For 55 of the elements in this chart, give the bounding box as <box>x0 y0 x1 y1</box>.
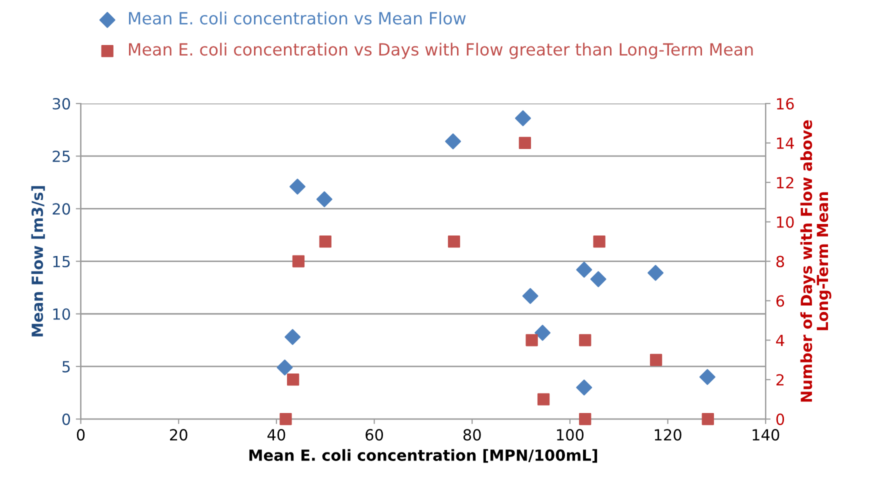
x-tick-label: 60 <box>366 429 383 441</box>
point <box>448 235 460 248</box>
legend-label: Mean E. coli concentration vs Mean Flow <box>128 12 466 25</box>
point <box>650 354 662 366</box>
point <box>526 334 538 346</box>
point <box>590 271 606 288</box>
point <box>284 329 301 345</box>
y2-tick-label: 12 <box>777 176 794 188</box>
point <box>576 262 592 278</box>
point <box>280 412 292 426</box>
point <box>287 374 300 386</box>
point <box>290 178 306 195</box>
point <box>319 235 332 248</box>
y2-tick-label: 2 <box>776 374 784 386</box>
y-tick-label: 5 <box>62 361 70 372</box>
y2-tick-label: 4 <box>776 334 784 346</box>
y-tick-label: 25 <box>52 150 70 162</box>
point <box>534 324 551 341</box>
x-tick-label: 40 <box>267 429 286 441</box>
point <box>579 334 592 346</box>
legend-label: Mean E. coli concentration vs Days with Flow greater than Long-Term Mean <box>128 42 753 59</box>
point <box>522 288 538 304</box>
y2-tick-label: 0 <box>776 414 784 426</box>
point <box>292 255 305 268</box>
x-tick-label: 120 <box>654 429 682 441</box>
y-tick-label: 0 <box>62 414 70 426</box>
point <box>648 264 664 281</box>
point <box>518 136 532 150</box>
y-tick-label: 20 <box>52 203 70 215</box>
x-tick-label: 0 <box>76 429 85 441</box>
x-axis-title: Mean E. coli concentration [MPN/100mL] <box>249 449 598 463</box>
y2-tick-label: 6 <box>776 295 784 307</box>
point <box>576 380 592 396</box>
y-tick-label: 15 <box>53 256 70 268</box>
y2-axis-title: Number of Days with Flow above Long-Term Mean <box>800 120 832 402</box>
y2-tick-label: 16 <box>777 98 794 110</box>
point <box>537 393 550 406</box>
x-tick-label: 100 <box>557 429 584 441</box>
point <box>702 412 714 426</box>
x-tick-label: 20 <box>170 429 188 441</box>
point <box>515 110 531 126</box>
y-axis-title: Mean Flow [m3/s] <box>31 186 45 336</box>
point <box>276 360 293 376</box>
point <box>593 235 606 248</box>
y2-tick-label: 10 <box>777 216 794 228</box>
y-tick-label: 10 <box>53 308 70 320</box>
point <box>445 133 462 150</box>
y-tick-label: 30 <box>52 98 70 110</box>
x-tick-label: 140 <box>752 429 780 441</box>
point <box>579 412 592 426</box>
x-tick-label: 80 <box>463 429 481 441</box>
y2-tick-label: 14 <box>777 138 794 149</box>
point <box>316 191 332 208</box>
y2-tick-label: 8 <box>776 256 784 268</box>
point <box>699 369 716 385</box>
